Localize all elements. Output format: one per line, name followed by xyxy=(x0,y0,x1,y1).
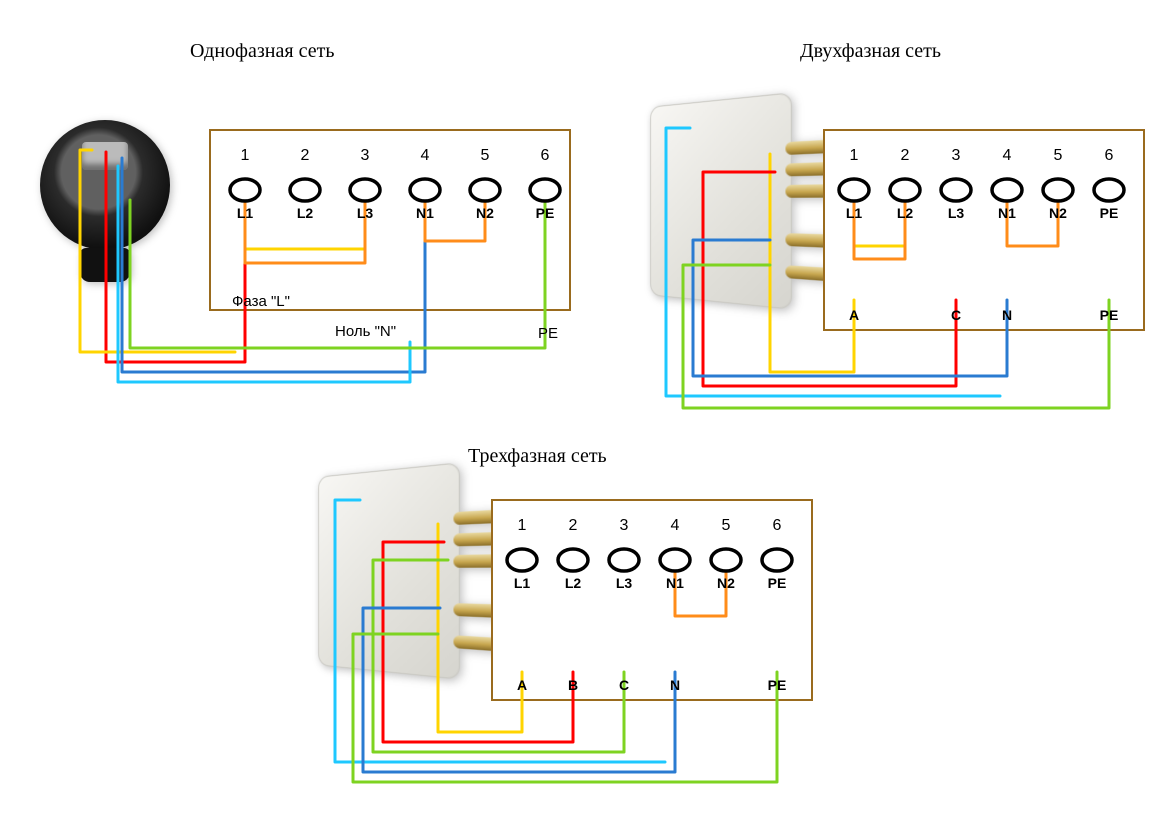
svg-text:PE: PE xyxy=(1100,205,1119,221)
svg-text:5: 5 xyxy=(481,147,490,164)
svg-text:N: N xyxy=(670,677,680,693)
svg-text:L2: L2 xyxy=(897,205,914,221)
svg-text:4: 4 xyxy=(421,147,430,164)
svg-text:C: C xyxy=(619,677,629,693)
svg-text:3: 3 xyxy=(952,147,961,164)
svg-text:N1: N1 xyxy=(416,205,434,221)
svg-text:N1: N1 xyxy=(998,205,1016,221)
svg-text:L1: L1 xyxy=(237,205,254,221)
svg-text:5: 5 xyxy=(722,517,731,534)
svg-text:L1: L1 xyxy=(846,205,863,221)
svg-text:L3: L3 xyxy=(616,575,633,591)
svg-text:N2: N2 xyxy=(717,575,735,591)
svg-text:N: N xyxy=(1002,307,1012,323)
svg-text:5: 5 xyxy=(1054,147,1063,164)
svg-text:6: 6 xyxy=(1105,147,1114,164)
svg-text:3: 3 xyxy=(620,517,629,534)
svg-text:Фаза "L": Фаза "L" xyxy=(232,293,290,310)
svg-text:1: 1 xyxy=(518,517,527,534)
svg-text:Ноль "N": Ноль "N" xyxy=(335,323,396,340)
svg-text:1: 1 xyxy=(850,147,859,164)
svg-text:N2: N2 xyxy=(476,205,494,221)
svg-text:2: 2 xyxy=(569,517,578,534)
svg-text:2: 2 xyxy=(301,147,310,164)
svg-text:L2: L2 xyxy=(297,205,314,221)
svg-text:2: 2 xyxy=(901,147,910,164)
svg-text:PE: PE xyxy=(538,325,558,342)
svg-text:6: 6 xyxy=(773,517,782,534)
svg-text:N2: N2 xyxy=(1049,205,1067,221)
svg-text:PE: PE xyxy=(768,677,787,693)
svg-text:L2: L2 xyxy=(565,575,582,591)
svg-text:PE: PE xyxy=(1100,307,1119,323)
svg-text:N1: N1 xyxy=(666,575,684,591)
svg-text:A: A xyxy=(517,677,527,693)
svg-text:3: 3 xyxy=(361,147,370,164)
svg-text:L1: L1 xyxy=(514,575,531,591)
wiring-svg: 1L12L23L34N15N26PEФаза "L"Ноль "N"PE1L12… xyxy=(0,0,1170,816)
svg-text:L3: L3 xyxy=(357,205,374,221)
svg-text:6: 6 xyxy=(541,147,550,164)
svg-text:C: C xyxy=(951,307,961,323)
svg-text:4: 4 xyxy=(671,517,680,534)
svg-text:L3: L3 xyxy=(948,205,965,221)
svg-text:A: A xyxy=(849,307,859,323)
svg-text:PE: PE xyxy=(768,575,787,591)
svg-text:B: B xyxy=(568,677,578,693)
svg-text:PE: PE xyxy=(536,205,555,221)
svg-text:1: 1 xyxy=(241,147,250,164)
svg-text:4: 4 xyxy=(1003,147,1012,164)
